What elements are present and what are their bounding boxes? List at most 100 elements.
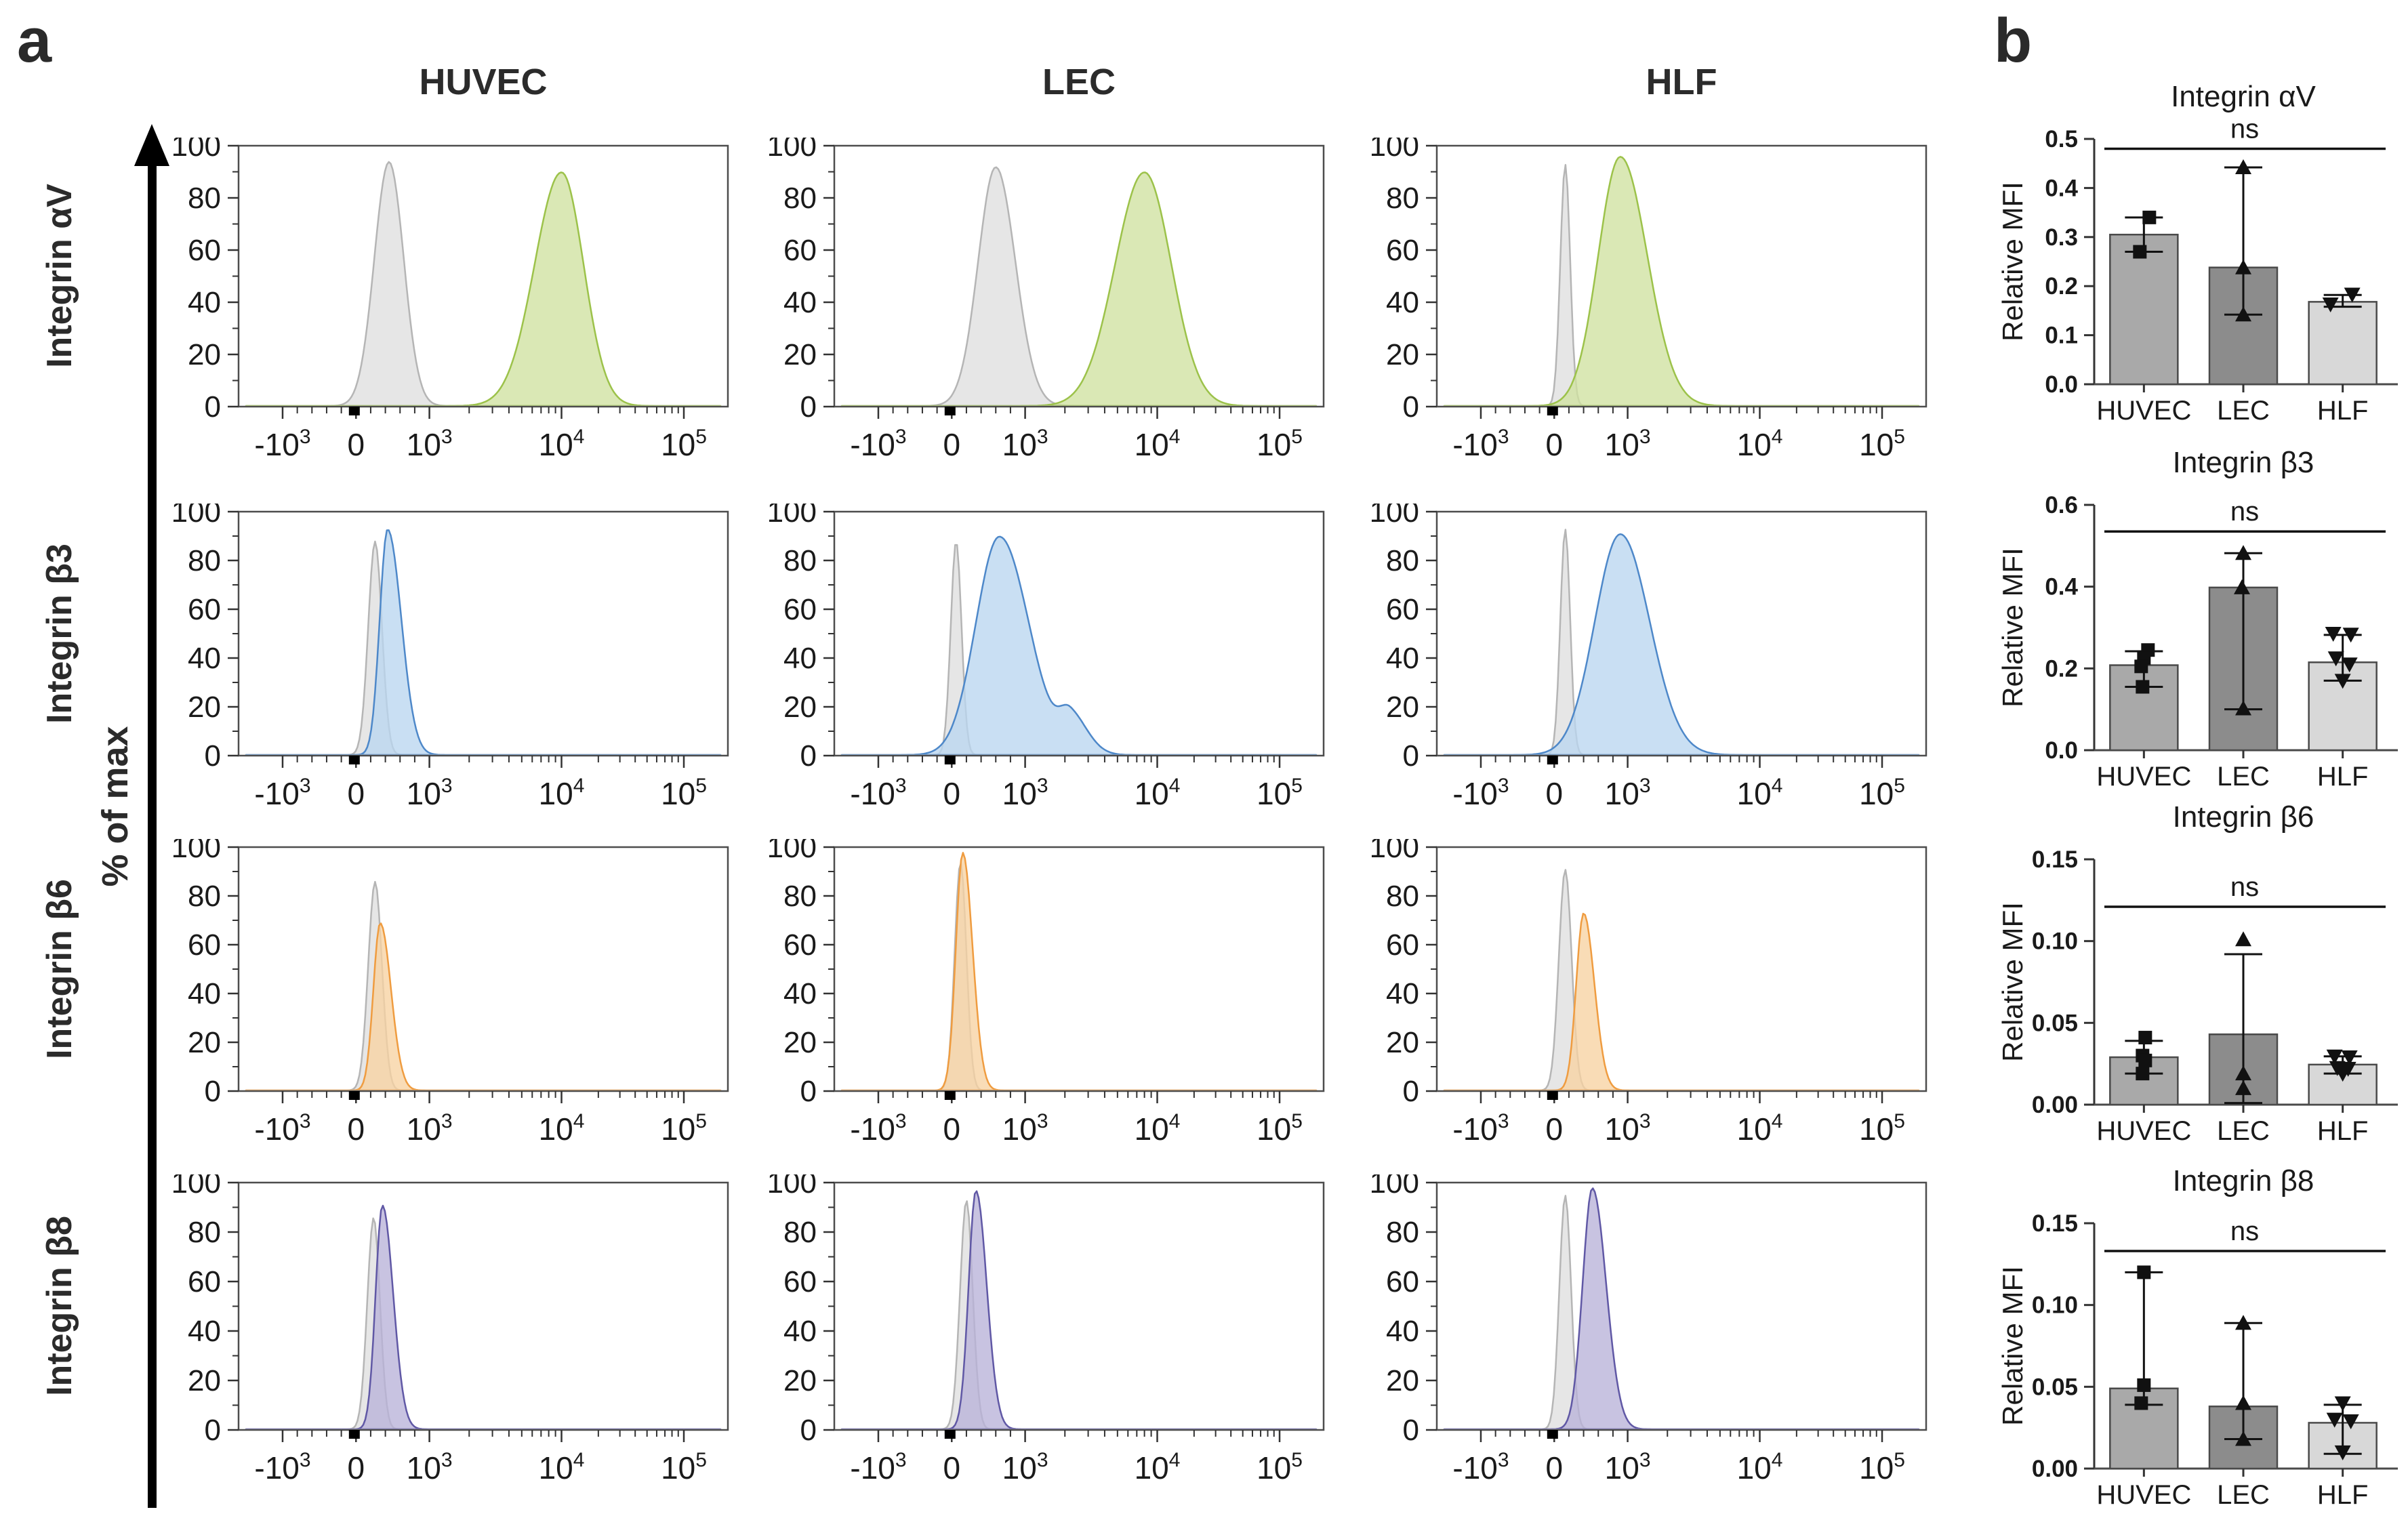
x-tick-label: 0 — [943, 1111, 960, 1147]
y-tick-label: 60 — [188, 1265, 221, 1298]
y-axis-title: Relative MFI — [1999, 182, 2028, 342]
y-tick-label: 0.15 — [2032, 846, 2078, 873]
y-tick-label: 0.0 — [2045, 371, 2078, 398]
y-tick-label: 100 — [1370, 1174, 1419, 1200]
data-points-hlf — [2322, 287, 2361, 312]
category-label: HLF — [2317, 1480, 2369, 1510]
category-label: HUVEC — [2096, 762, 2191, 792]
control-curve — [245, 540, 722, 755]
point-triangle-down — [2334, 1396, 2351, 1412]
y-tick-label: 100 — [767, 138, 817, 163]
x-tick-label: -103 — [1452, 775, 1509, 811]
zero-tick-cluster — [348, 756, 360, 764]
category-label: HLF — [2317, 396, 2369, 426]
x-tick-label: 105 — [1859, 1449, 1905, 1486]
y-tick-label: 40 — [1386, 977, 1419, 1010]
y-tick-label: 60 — [1386, 593, 1419, 626]
y-tick-label: 80 — [783, 880, 817, 913]
x-tick-label: 104 — [1135, 1110, 1181, 1147]
x-tick-label: 104 — [1737, 1110, 1783, 1147]
category-label: LEC — [2217, 1116, 2270, 1146]
y-tick-label: 0.3 — [2045, 224, 2078, 251]
y-tick-label: 0 — [1403, 390, 1419, 424]
row-label-integrin-av: Integrin αV — [40, 184, 79, 368]
x-tick-label: -103 — [254, 426, 310, 462]
y-tick-label: 20 — [783, 1364, 817, 1397]
y-axis-arrow-line — [148, 163, 157, 1508]
y-tick-label: 80 — [188, 880, 221, 913]
zero-tick-cluster — [348, 407, 360, 415]
y-axis: 0 20 40 60 80 100 — [171, 495, 239, 773]
x-tick-label: 105 — [1257, 1449, 1303, 1486]
x-tick-label: 103 — [1605, 426, 1651, 462]
y-tick-label: 80 — [783, 182, 817, 215]
y-tick-label: 100 — [171, 138, 221, 163]
stain-curve — [1443, 912, 1920, 1090]
point-triangle-down — [2334, 1445, 2351, 1460]
data-points-huvec — [2134, 643, 2155, 694]
y-axis: 0 20 40 60 80 100 — [171, 1166, 239, 1447]
zero-tick-cluster — [1547, 407, 1558, 415]
y-tick-label: 60 — [1386, 1265, 1419, 1298]
y-tick-label: 0 — [205, 390, 221, 424]
y-tick-label: 60 — [1386, 928, 1419, 962]
chart-title: Integrin αV — [2171, 80, 2316, 113]
data-points-lec — [2235, 159, 2251, 322]
plot-border — [237, 846, 729, 1092]
y-tick-label: 0.6 — [2045, 492, 2078, 518]
point-square — [2134, 659, 2148, 674]
x-axis: -103 0 103 104 105 — [254, 1430, 707, 1486]
histogram-curves — [245, 529, 722, 755]
x-tick-label: 105 — [661, 1449, 707, 1486]
y-axis-title: Relative MFI — [1999, 1266, 2028, 1426]
point-triangle-up — [2235, 1315, 2251, 1330]
histogram-svg: 0 20 40 60 80 100 -103 0 103 104 105 — [1370, 129, 1927, 462]
histogram-svg: 0 20 40 60 80 100 -103 0 103 104 105 — [171, 129, 729, 462]
point-triangle-down — [2344, 287, 2361, 303]
x-tick-label: 0 — [943, 427, 960, 462]
y-tick-label: 20 — [1386, 338, 1419, 371]
x-tick-label: 0 — [943, 1450, 960, 1486]
histogram-lec-integrin-b6: 0 20 40 60 80 100 -103 0 103 104 105 — [756, 831, 1332, 1169]
column-header-hlf: HLF — [1646, 62, 1717, 102]
histogram-huvec-integrin-b8: 0 20 40 60 80 100 -103 0 103 104 105 — [161, 1166, 736, 1508]
y-axis: 0 20 40 60 80 100 — [767, 495, 834, 773]
y-tick-label: 0 — [205, 1075, 221, 1108]
y-tick-label: 0 — [1403, 739, 1419, 773]
x-tick-label: 104 — [1737, 426, 1783, 462]
y-tick-label: 80 — [783, 544, 817, 577]
control-curve — [840, 1200, 1318, 1429]
y-tick-label: 100 — [1370, 839, 1419, 864]
x-tick-label: 0 — [347, 776, 365, 811]
bar-chart-svg: Integrin β8 Relative MFI 0.00 0.05 0.10 0.15 n… — [1997, 1164, 2398, 1510]
point-triangle-up — [2235, 306, 2251, 322]
x-tick-label: 0 — [347, 1111, 365, 1147]
point-triangle-up — [2235, 159, 2251, 174]
control-curve — [840, 862, 1318, 1090]
y-axis: 0 20 40 60 80 100 — [171, 129, 239, 424]
y-tick-label: 100 — [1370, 138, 1419, 163]
bar-chart-integrin-b8: Integrin β8 Relative MFI 0.00 0.05 0.10 0.15 n… — [1997, 1155, 2406, 1515]
point-triangle-down — [2341, 657, 2358, 673]
chart-title: Integrin β3 — [2173, 446, 2314, 479]
histogram-curves — [840, 1190, 1318, 1429]
control-curve — [840, 544, 1318, 755]
bar-chart-integrin-b3: Integrin β3 Relative MFI 0.0 0.2 0.4 0.6 ns HUV… — [1997, 437, 2406, 796]
y-axis: 0 20 40 60 80 100 — [1370, 495, 1437, 773]
histogram-curves — [840, 852, 1318, 1090]
point-square — [2142, 210, 2157, 224]
x-tick-label: -103 — [850, 775, 906, 811]
x-axis: -103 0 103 104 105 — [1452, 1091, 1905, 1147]
y-tick-label: 80 — [783, 1216, 817, 1249]
x-tick-label: 105 — [1257, 426, 1303, 462]
plot-border — [833, 144, 1325, 408]
histogram-hlf-integrin-b8: 0 20 40 60 80 100 -103 0 103 104 105 — [1359, 1166, 1934, 1508]
bar-chart-integrin-b6: Integrin β6 Relative MFI 0.00 0.05 0.10 0.15 n… — [1997, 792, 2406, 1151]
data-points-hlf — [2326, 1396, 2359, 1460]
y-tick-label: 60 — [783, 234, 817, 267]
control-curve — [245, 1217, 722, 1429]
y-tick-label: 100 — [1370, 504, 1419, 529]
y-tick-label: 80 — [1386, 880, 1419, 913]
y-tick-label: 0 — [800, 739, 817, 773]
y-tick-label: 20 — [783, 691, 817, 724]
